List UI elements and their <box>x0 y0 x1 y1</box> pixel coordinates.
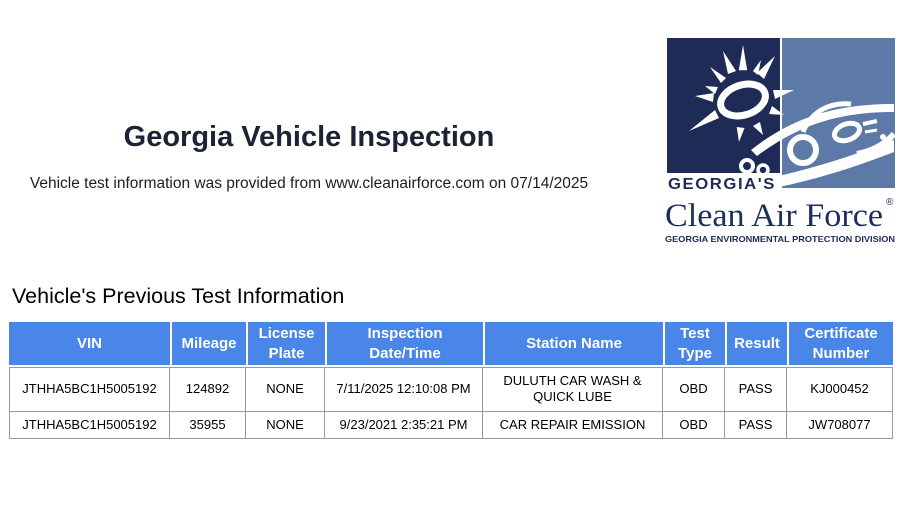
logo-brand-text: Clean Air Force <box>665 198 883 234</box>
column-header-mileage: Mileage <box>170 322 246 367</box>
station-name-cell: CAR REPAIR EMISSION <box>483 411 663 439</box>
certificate-number-cell: KJ000452 <box>787 367 893 412</box>
section-heading: Vehicle's Previous Test Information <box>12 284 345 308</box>
table-header-row: VIN Mileage License Plate Inspection Dat… <box>9 322 893 367</box>
result-cell: PASS <box>725 367 787 412</box>
table-row: JTHHA5BC1H5005192 35955 NONE 9/23/2021 2… <box>9 411 893 439</box>
car-icon <box>665 101 897 197</box>
mileage-cell: 35955 <box>170 411 246 439</box>
column-header-test-type: Test Type <box>663 322 725 367</box>
column-header-license-plate: License Plate <box>246 322 325 367</box>
sun-ring-icon <box>717 80 769 120</box>
test-type-cell: OBD <box>663 411 725 439</box>
logo-division-text: GEORGIA ENVIRONMENTAL PROTECTION DIVISIO… <box>665 235 895 244</box>
sunburst-icon <box>689 45 794 142</box>
test-type-cell: OBD <box>663 367 725 412</box>
logo-georgias-text: GEORGIA'S <box>668 176 776 193</box>
vin-cell: JTHHA5BC1H5005192 <box>9 367 170 412</box>
mileage-cell: 124892 <box>170 367 246 412</box>
clean-air-force-logo: GEORGIA'S Clean Air Force ® GEORGIA ENVI… <box>665 38 897 244</box>
previous-tests-table: VIN Mileage License Plate Inspection Dat… <box>9 322 893 439</box>
column-header-certificate-number: Certificate Number <box>787 322 893 367</box>
license-plate-cell: NONE <box>246 411 325 439</box>
vin-cell: JTHHA5BC1H5005192 <box>9 411 170 439</box>
column-header-station-name: Station Name <box>483 322 663 367</box>
column-header-result: Result <box>725 322 787 367</box>
registered-trademark-icon: ® <box>886 197 894 208</box>
table-row: JTHHA5BC1H5005192 124892 NONE 7/11/2025 … <box>9 367 893 412</box>
column-header-vin: VIN <box>9 322 170 367</box>
inspection-datetime-cell: 7/11/2025 12:10:08 PM <box>325 367 483 412</box>
result-cell: PASS <box>725 411 787 439</box>
column-header-inspection-datetime: Inspection Date/Time <box>325 322 483 367</box>
station-name-cell: DULUTH CAR WASH & QUICK LUBE <box>483 367 663 412</box>
inspection-datetime-cell: 9/23/2021 2:35:21 PM <box>325 411 483 439</box>
license-plate-cell: NONE <box>246 367 325 412</box>
page-subtitle: Vehicle test information was provided fr… <box>29 175 589 192</box>
certificate-number-cell: JW708077 <box>787 411 893 439</box>
page-title: Georgia Vehicle Inspection <box>123 121 495 153</box>
